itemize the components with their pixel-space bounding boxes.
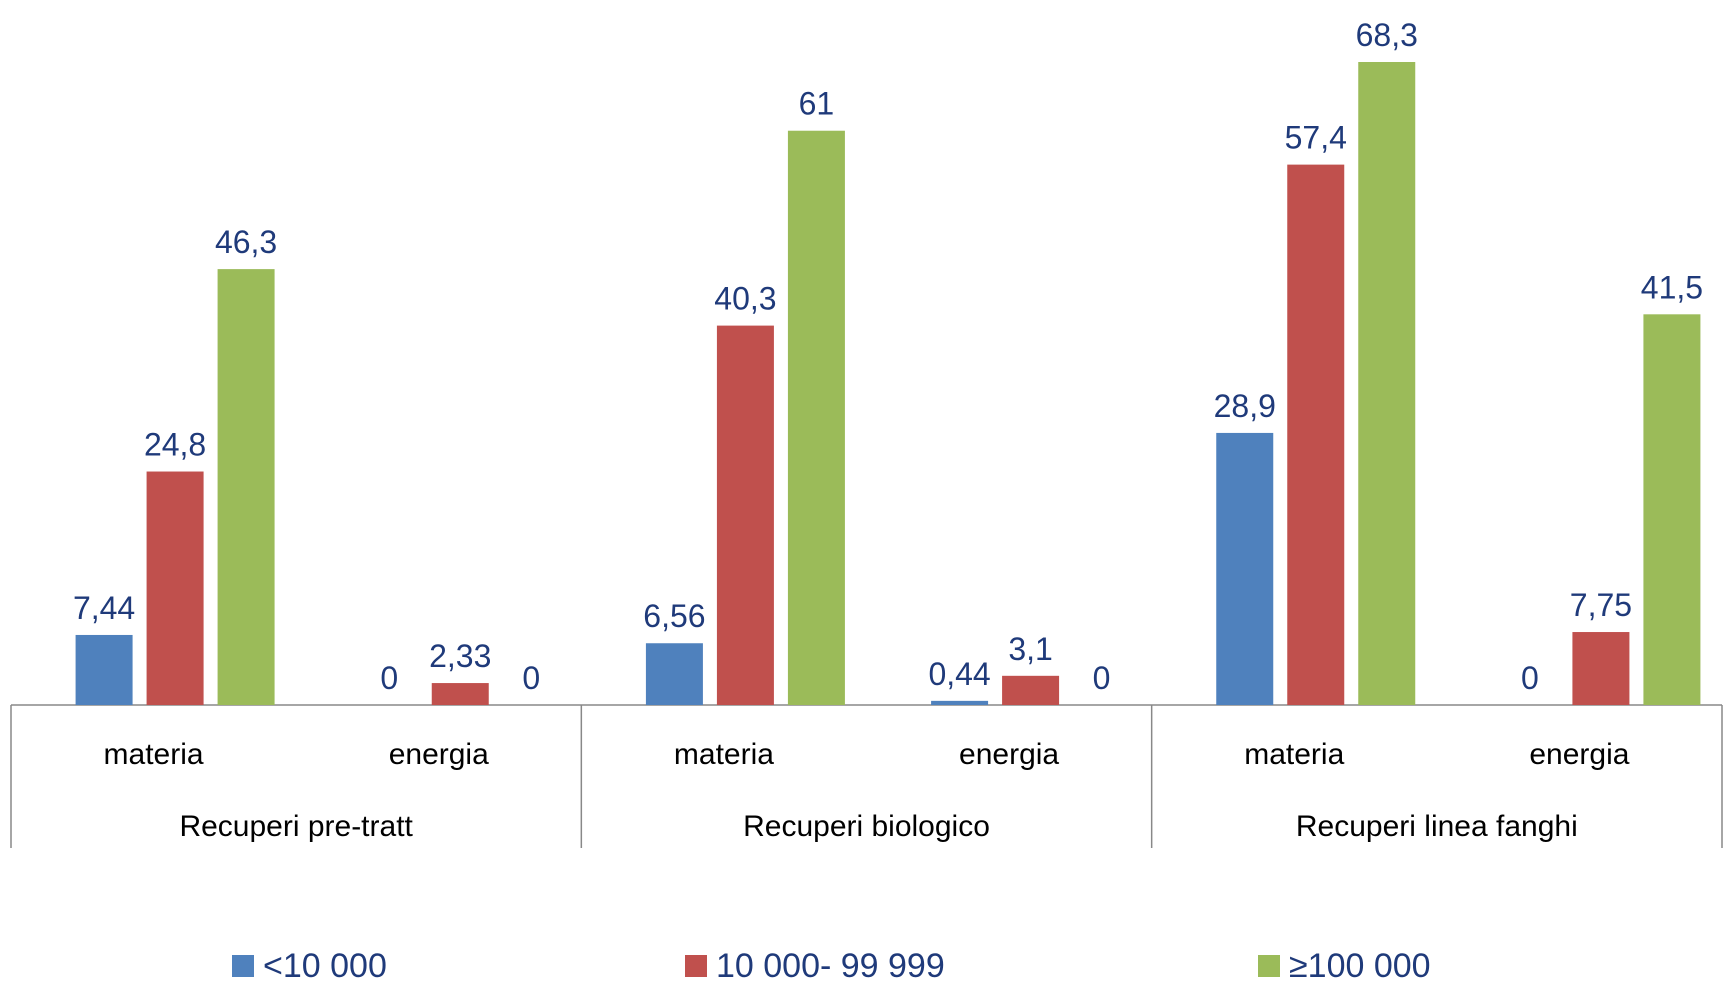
data-label: 0	[1093, 660, 1111, 696]
subcategory-label: materia	[104, 738, 204, 771]
bar	[75, 634, 133, 705]
data-label: 6,56	[643, 598, 705, 634]
bar	[146, 471, 204, 705]
subcategory-label: energia	[1529, 738, 1629, 771]
subcategory-label: energia	[959, 738, 1059, 771]
bar	[645, 643, 703, 705]
bar	[1643, 314, 1701, 705]
legend-label: ≥100 000	[1289, 947, 1431, 985]
bar	[1002, 675, 1060, 705]
legend-label: 10 000- 99 999	[716, 947, 945, 985]
bar	[217, 269, 275, 705]
bar	[1358, 62, 1416, 705]
data-label: 40,3	[714, 281, 776, 317]
subcategory-label: materia	[674, 738, 774, 771]
data-label: 3,1	[1008, 631, 1052, 667]
data-labels: 7,44 24,8 46,3 0 2,33 0 6,56 40,3 61 0,44 3,1 0 28,9…	[73, 17, 1703, 696]
legend-item: ≥100 000	[1258, 947, 1431, 985]
data-label: 68,3	[1356, 17, 1418, 53]
group-label: Recuperi biologico	[743, 810, 990, 843]
data-label: 0	[1521, 660, 1539, 696]
data-label: 7,75	[1570, 587, 1632, 623]
data-label: 41,5	[1641, 269, 1703, 305]
data-label: 24,8	[144, 427, 206, 463]
legend-item: 10 000- 99 999	[685, 947, 945, 985]
bar	[1572, 632, 1630, 705]
bars	[75, 62, 1701, 706]
legend-swatch	[1258, 955, 1280, 977]
data-label: 57,4	[1285, 120, 1347, 156]
data-label: 0	[522, 660, 540, 696]
subcategory-label: materia	[1244, 738, 1344, 771]
data-label: 0,44	[928, 656, 990, 692]
bar	[1287, 164, 1345, 705]
bar	[1216, 432, 1274, 705]
data-label: 7,44	[73, 590, 135, 626]
bar	[431, 683, 489, 705]
group-label: Recuperi pre-tratt	[179, 810, 413, 843]
legend-swatch	[232, 955, 254, 977]
group-label: Recuperi linea fanghi	[1296, 810, 1578, 843]
data-label: 61	[799, 86, 835, 122]
data-label: 2,33	[429, 638, 491, 674]
data-label: 46,3	[215, 224, 277, 260]
legend-item: <10 000	[232, 947, 387, 985]
data-label: 28,9	[1214, 388, 1276, 424]
legend-swatch	[685, 955, 707, 977]
legend-label: <10 000	[263, 947, 387, 985]
subcategory-label: energia	[389, 738, 489, 771]
legend: <10 000 10 000- 99 999 ≥100 000	[232, 947, 1431, 985]
bar	[716, 325, 774, 705]
bar	[931, 700, 989, 705]
bar	[787, 130, 845, 706]
category-axis: materia energia Recuperi pre-tratt materia e…	[10, 704, 1723, 848]
data-label: 0	[380, 660, 398, 696]
